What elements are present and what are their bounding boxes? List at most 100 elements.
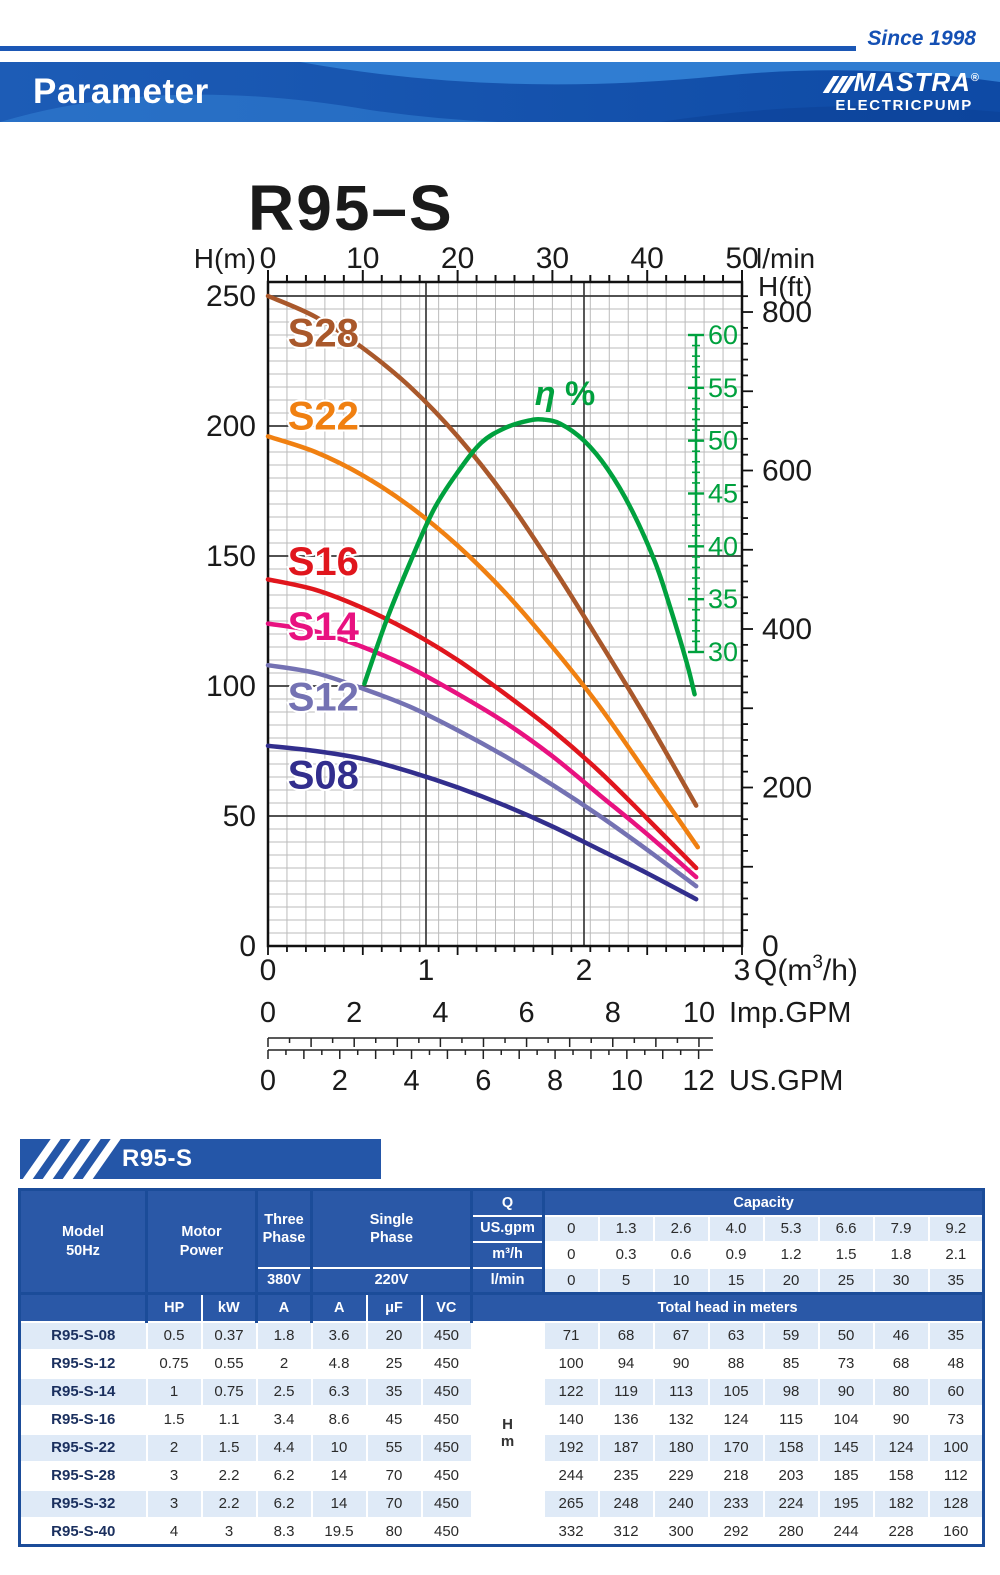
unit-header-uf: μF	[365, 1292, 423, 1323]
model-cell: R95-S-40	[18, 1516, 148, 1547]
capacitor-uf-cell: 25	[365, 1348, 423, 1379]
axis-right-hft: H(ft) 0 200 400 600 800	[742, 271, 812, 963]
unit-header-vc: VC	[420, 1292, 473, 1323]
head-value-cell: 224	[762, 1488, 820, 1519]
head-value-cell: 244	[817, 1516, 875, 1547]
capacity-value-cell: 1.5	[817, 1240, 875, 1269]
head-value-cell: 115	[762, 1404, 820, 1435]
capacity-value-cell: 1.8	[872, 1240, 930, 1269]
model-cell: R95-S-16	[18, 1404, 148, 1435]
svg-text:150: 150	[206, 540, 256, 573]
col-header-single-phase: Single Phase	[310, 1188, 473, 1269]
capacitor-uf-cell: 80	[365, 1516, 423, 1547]
head-value-cell: 88	[707, 1348, 765, 1379]
table-row: R95-S-40 4 3 8.3 19.5 80 450 332 312 300 292 280 244…	[18, 1516, 985, 1547]
capacity-value-cell: 25	[817, 1266, 875, 1295]
head-value-cell: 67	[652, 1320, 710, 1351]
capacity-value-cell: 5.3	[762, 1214, 820, 1243]
col-header-q: Q	[470, 1188, 545, 1217]
curve-labels: S28 S22 S16 S14 S12 S08 η %	[286, 309, 596, 799]
model-cell: R95-S-28	[18, 1460, 148, 1491]
head-value-cell: 100	[542, 1348, 600, 1379]
head-value-cell: 145	[817, 1432, 875, 1463]
svg-text:4: 4	[403, 1065, 419, 1097]
page-title: Parameter	[33, 72, 209, 111]
chart-title: R95–S	[248, 172, 454, 244]
svg-text:0: 0	[260, 997, 276, 1029]
svg-text:40: 40	[708, 531, 738, 561]
axis-us-gpm: 0 2 4 6 8 10 12 US.GPM	[260, 1050, 843, 1097]
head-value-cell: 48	[927, 1348, 985, 1379]
row-header-lmin: l/min	[470, 1266, 545, 1295]
svg-text:10: 10	[611, 1065, 643, 1097]
hp-cell: 4	[145, 1516, 203, 1547]
axis-left-hm: 0 50 100 150 200 250	[206, 280, 256, 963]
svg-text:l/min: l/min	[756, 243, 815, 274]
registered-mark-icon: ®	[970, 72, 980, 84]
svg-text:30: 30	[708, 637, 738, 667]
unit-header-kw: kW	[200, 1292, 258, 1323]
label-efficiency: η %	[535, 375, 595, 413]
head-value-cell: 59	[762, 1320, 820, 1351]
svg-text:35: 35	[708, 584, 738, 614]
table-row: R95-S-22 2 1.5 4.4 10 55 450 192 187 180 170 158 145…	[18, 1432, 985, 1463]
head-value-cell: 124	[872, 1432, 930, 1463]
svg-text:10: 10	[683, 997, 715, 1029]
label-S12: S12	[288, 675, 359, 719]
amps-220v-cell: 8.6	[310, 1404, 368, 1435]
head-value-cell: 68	[597, 1320, 655, 1351]
svg-text:2: 2	[576, 954, 593, 987]
capacity-value-cell: 9.2	[927, 1214, 985, 1243]
brand-wordmark: MASTRA®	[822, 69, 980, 95]
amps-380v-cell: 8.3	[255, 1516, 313, 1547]
axis-imp-gpm: 0 2 4 6 8 10 Imp.GPM	[260, 997, 851, 1051]
head-value-cell: 140	[542, 1404, 600, 1435]
svg-text:45: 45	[708, 478, 738, 508]
capacitor-vc-cell: 450	[420, 1404, 473, 1435]
amps-380v-cell: 6.2	[255, 1488, 313, 1519]
capacity-value-cell: 35	[927, 1266, 985, 1295]
pump-performance-chart: R95–S 0 10 20 30 40 50 H(m) l/min 0 1 2 3 Q(m3/h) 0 50 1…	[0, 150, 1000, 1110]
header-banner: Parameter MASTRA® ELECTRICPUMP	[0, 62, 1000, 122]
label-S16: S16	[288, 540, 359, 584]
svg-text:200: 200	[206, 410, 256, 443]
hp-cell: 3	[145, 1488, 203, 1519]
amps-220v-cell: 3.6	[310, 1320, 368, 1351]
amps-380v-cell: 2	[255, 1348, 313, 1379]
head-value-cell: 240	[652, 1488, 710, 1519]
model-cell: R95-S-22	[18, 1432, 148, 1463]
kw-cell: 1.1	[200, 1404, 258, 1435]
head-value-cell: 85	[762, 1348, 820, 1379]
head-value-cell: 265	[542, 1488, 600, 1519]
svg-text:3: 3	[734, 954, 751, 987]
axis-bottom-q: 0 1 2 3 Q(m3/h)	[260, 946, 858, 987]
head-value-cell: 80	[872, 1376, 930, 1407]
label-S28: S28	[288, 311, 359, 355]
capacitor-vc-cell: 450	[420, 1432, 473, 1463]
model-cell: R95-S-32	[18, 1488, 148, 1519]
svg-text:0: 0	[239, 930, 256, 963]
cell-220v: 220V	[310, 1266, 473, 1295]
head-value-cell: 73	[817, 1348, 875, 1379]
unit-header-a-220: A	[310, 1292, 368, 1323]
capacity-value-cell: 6.6	[817, 1214, 875, 1243]
head-value-cell: 105	[707, 1376, 765, 1407]
head-value-cell: 124	[707, 1404, 765, 1435]
svg-text:600: 600	[762, 455, 812, 488]
amps-380v-cell: 4.4	[255, 1432, 313, 1463]
head-value-cell: 98	[762, 1376, 820, 1407]
head-value-cell: 332	[542, 1516, 600, 1547]
svg-text:US.GPM: US.GPM	[729, 1065, 843, 1097]
head-value-cell: 218	[707, 1460, 765, 1491]
kw-cell: 3	[200, 1516, 258, 1547]
amps-380v-cell: 1.8	[255, 1320, 313, 1351]
head-value-cell: 50	[817, 1320, 875, 1351]
head-value-cell: 90	[652, 1348, 710, 1379]
svg-text:50: 50	[223, 800, 256, 833]
hp-cell: 0.75	[145, 1348, 203, 1379]
table-row: R95-S-28 3 2.2 6.2 14 70 450 244 235 229 218 203 185…	[18, 1460, 985, 1491]
axis-efficiency: 30 35 40 45 50 55 60	[688, 320, 738, 667]
specification-table: Model 50Hz Motor Power Three Phase Single Ph…	[18, 1188, 986, 1547]
capacity-value-cell: 4.0	[707, 1214, 765, 1243]
